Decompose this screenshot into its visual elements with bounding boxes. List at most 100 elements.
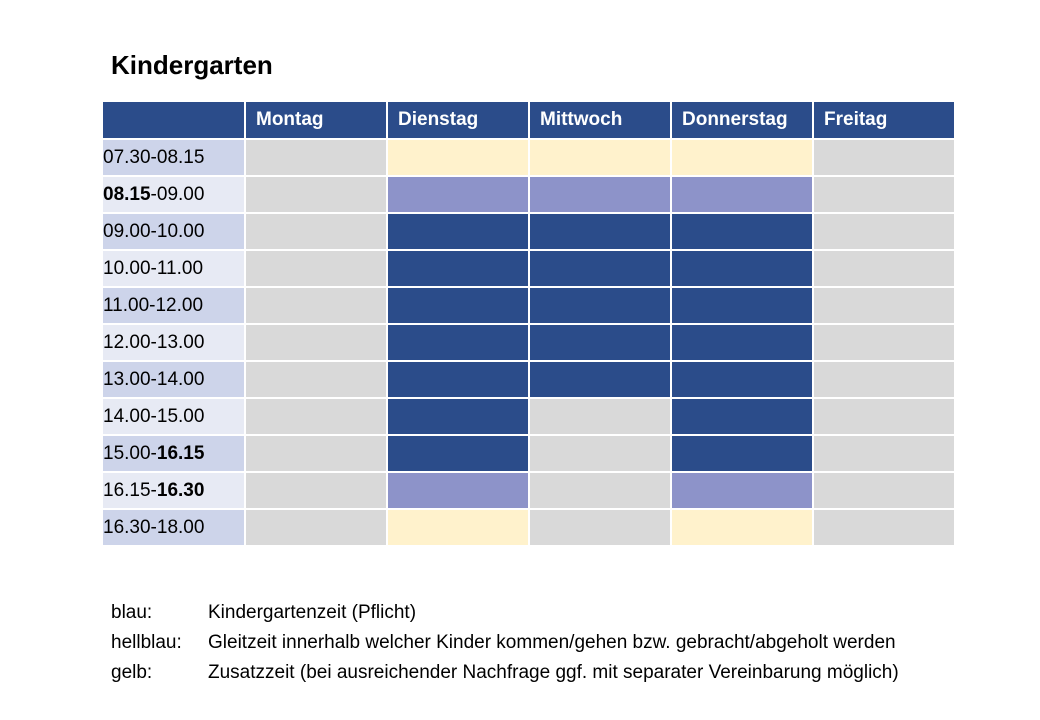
time-separator: - [150, 442, 157, 464]
table-row: 15.00-16.15 [101, 434, 956, 473]
schedule-cell-donnerstag [670, 138, 814, 177]
schedule-cell-freitag [812, 397, 956, 436]
schedule-cell-donnerstag [670, 471, 814, 510]
schedule-cell-freitag [812, 360, 956, 399]
schedule-cell-dienstag [386, 397, 530, 436]
schedule-cell-montag [244, 249, 388, 288]
schedule-cell-freitag [812, 175, 956, 214]
time-slot-cell: 12.00-13.00 [101, 323, 246, 362]
time-slot-cell: 14.00-15.00 [101, 397, 246, 436]
schedule-cell-montag [244, 138, 388, 177]
time-start: 15.00 [103, 442, 151, 464]
schedule-table: Montag Dienstag Mittwoch Donnerstag Frei… [101, 100, 956, 547]
time-slot-cell: 10.00-11.00 [101, 249, 246, 288]
schedule-cell-dienstag [386, 138, 530, 177]
schedule-cell-mittwoch [528, 434, 672, 473]
time-slot-cell: 07.30-08.15 [101, 138, 246, 177]
time-end: 12.00 [155, 294, 204, 316]
time-start: 08.15 [103, 183, 151, 205]
table-row: 16.30-18.00 [101, 508, 956, 547]
time-slot-cell: 08.15-09.00 [101, 175, 246, 214]
schedule-cell-montag [244, 175, 388, 214]
schedule-cell-dienstag [386, 434, 530, 473]
legend-key: blau: [111, 602, 153, 623]
time-end: 15.00 [156, 405, 205, 427]
time-end: 16.15 [156, 442, 205, 464]
schedule-cell-donnerstag [670, 323, 814, 362]
time-start: 10.00 [103, 257, 151, 279]
time-start: 14.00 [103, 405, 151, 427]
schedule-cell-mittwoch [528, 508, 672, 547]
day-header-donnerstag: Donnerstag [670, 100, 814, 140]
schedule-cell-mittwoch [528, 360, 672, 399]
time-start: 07.30 [103, 146, 151, 168]
schedule-cell-donnerstag [670, 249, 814, 288]
time-start: 11.00 [103, 294, 150, 316]
time-start: 13.00 [103, 368, 151, 390]
time-slot-cell: 11.00-12.00 [101, 286, 246, 325]
time-end: 08.15 [156, 146, 205, 168]
legend-row-blau: blau: Kindergartenzeit (Pflicht) [111, 598, 899, 628]
time-start: 16.15 [103, 479, 151, 501]
schedule-cell-freitag [812, 249, 956, 288]
time-separator: - [150, 368, 157, 390]
time-end: 10.00 [156, 220, 205, 242]
table-row: 12.00-13.00 [101, 323, 956, 362]
schedule-cell-freitag [812, 323, 956, 362]
time-separator: - [150, 257, 157, 279]
time-separator: - [149, 294, 156, 316]
time-slot-cell: 09.00-10.00 [101, 212, 246, 251]
schedule-cell-mittwoch [528, 138, 672, 177]
table-row: 09.00-10.00 [101, 212, 956, 251]
table-row: 08.15-09.00 [101, 175, 956, 214]
legend-key: gelb: [111, 662, 153, 683]
legend: blau: Kindergartenzeit (Pflicht) hellbla… [111, 598, 899, 688]
time-end: 09.00 [156, 183, 205, 205]
table-row: 10.00-11.00 [101, 249, 956, 288]
day-header-freitag: Freitag [812, 100, 956, 140]
schedule-cell-freitag [812, 138, 956, 177]
time-slot-cell: 16.30-18.00 [101, 508, 246, 547]
schedule-cell-donnerstag [670, 212, 814, 251]
table-row: 07.30-08.15 [101, 138, 956, 177]
time-end: 13.00 [156, 331, 205, 353]
time-separator: - [150, 146, 157, 168]
legend-text: Zusatzzeit (bei ausreichender Nachfrage … [208, 662, 899, 683]
corner-cell [101, 100, 246, 140]
page-title: Kindergarten [111, 50, 273, 80]
schedule-cell-dienstag [386, 212, 530, 251]
schedule-cell-dienstag [386, 249, 530, 288]
schedule-cell-montag [244, 323, 388, 362]
schedule-cell-mittwoch [528, 397, 672, 436]
schedule-cell-donnerstag [670, 508, 814, 547]
time-separator: - [150, 405, 157, 427]
schedule-cell-montag [244, 360, 388, 399]
schedule-cell-mittwoch [528, 212, 672, 251]
day-header-dienstag: Dienstag [386, 100, 530, 140]
time-slot-cell: 16.15-16.30 [101, 471, 246, 510]
schedule-cell-dienstag [386, 323, 530, 362]
time-end: 16.30 [156, 479, 205, 501]
table-row: 14.00-15.00 [101, 397, 956, 436]
schedule-cell-donnerstag [670, 397, 814, 436]
schedule-cell-freitag [812, 434, 956, 473]
schedule-cell-donnerstag [670, 175, 814, 214]
schedule-cell-freitag [812, 286, 956, 325]
schedule-cell-mittwoch [528, 323, 672, 362]
schedule-cell-montag [244, 212, 388, 251]
time-separator: - [150, 183, 157, 205]
schedule-cell-montag [244, 397, 388, 436]
schedule-cell-dienstag [386, 508, 530, 547]
time-slot-cell: 13.00-14.00 [101, 360, 246, 399]
schedule-cell-freitag [812, 212, 956, 251]
legend-text: Gleitzeit innerhalb welcher Kinder komme… [208, 632, 896, 653]
time-separator: - [150, 516, 157, 538]
legend-text: Kindergartenzeit (Pflicht) [208, 602, 417, 623]
time-start: 12.00 [103, 331, 151, 353]
time-separator: - [150, 479, 157, 501]
schedule-cell-donnerstag [670, 360, 814, 399]
time-separator: - [150, 220, 157, 242]
schedule-cell-dienstag [386, 360, 530, 399]
time-end: 18.00 [156, 516, 205, 538]
legend-row-gelb: gelb: Zusatzzeit (bei ausreichender Nach… [111, 658, 899, 688]
